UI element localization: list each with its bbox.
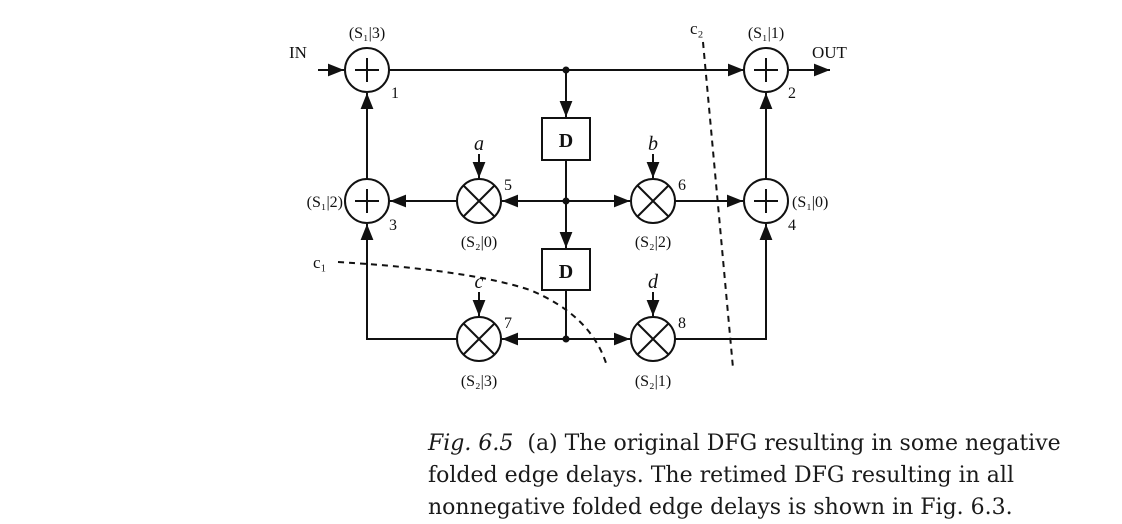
junction-dots [562,66,570,343]
junction-middle [562,197,570,205]
junction-top [562,66,570,74]
coef-d-label: d [648,271,659,293]
plus-icon [355,189,379,213]
multiply-icon [637,185,669,217]
plus-icon [355,58,379,82]
delay-box-2 [541,248,591,291]
figure-caption: Fig. 6.5 (a) The original DFG resulting … [428,428,1108,524]
delay-label-2: D [559,261,573,283]
cutset-lines [337,41,734,369]
node-6-schedule: (S₂|2) [635,234,671,251]
caption-text: (a) The original DFG resulting in some n… [428,431,1061,520]
node-1-number: 1 [391,85,399,102]
edge-8-4 [675,224,773,340]
node-1-schedule: (S₁|3) [349,25,385,42]
multiply-icon [463,185,495,217]
dfg-edges [318,63,830,346]
node-5-number: 5 [504,177,512,194]
cutset-c2-label: c₂ [690,19,703,38]
plus-icon [754,58,778,82]
node-2-schedule: (S₁|1) [748,25,784,42]
cutset-c1 [337,261,607,364]
node-5-schedule: (S₂|0) [461,234,497,251]
cutset-c1-label: c₁ [313,253,326,272]
plus-icon [754,189,778,213]
node-4-number: 4 [788,217,796,234]
node-6-number: 6 [678,177,686,194]
coef-c-label: c [475,271,484,293]
node-7-number: 7 [504,315,512,332]
node-4-schedule: (S₁|0) [792,194,828,211]
output-label: OUT [812,43,848,62]
delay-box-1 [541,117,591,161]
coef-a-label: a [474,133,484,155]
edge-7-3 [360,224,457,340]
operator-glyphs [355,58,778,355]
multiply-icon [463,323,495,355]
multiply-icon [637,323,669,355]
input-label: IN [289,43,307,62]
dfg-diagram: D D IN OUT (S₁|3) (S₁|1) (S₁|2) (S₁|0) (… [289,19,848,390]
junction-bottom [562,335,570,343]
node-3-schedule: (S₁|2) [307,194,343,211]
node-3-number: 3 [389,217,397,234]
node-7-schedule: (S₂|3) [461,373,497,390]
node-8-schedule: (S₂|1) [635,373,671,390]
node-2-number: 2 [788,85,796,102]
figure-number: Fig. 6.5 [428,431,514,456]
delay-label-1: D [559,130,573,152]
node-8-number: 8 [678,315,686,332]
cutset-c2 [702,41,734,369]
coef-b-label: b [648,133,658,155]
delay-boxes: D D [541,117,591,291]
